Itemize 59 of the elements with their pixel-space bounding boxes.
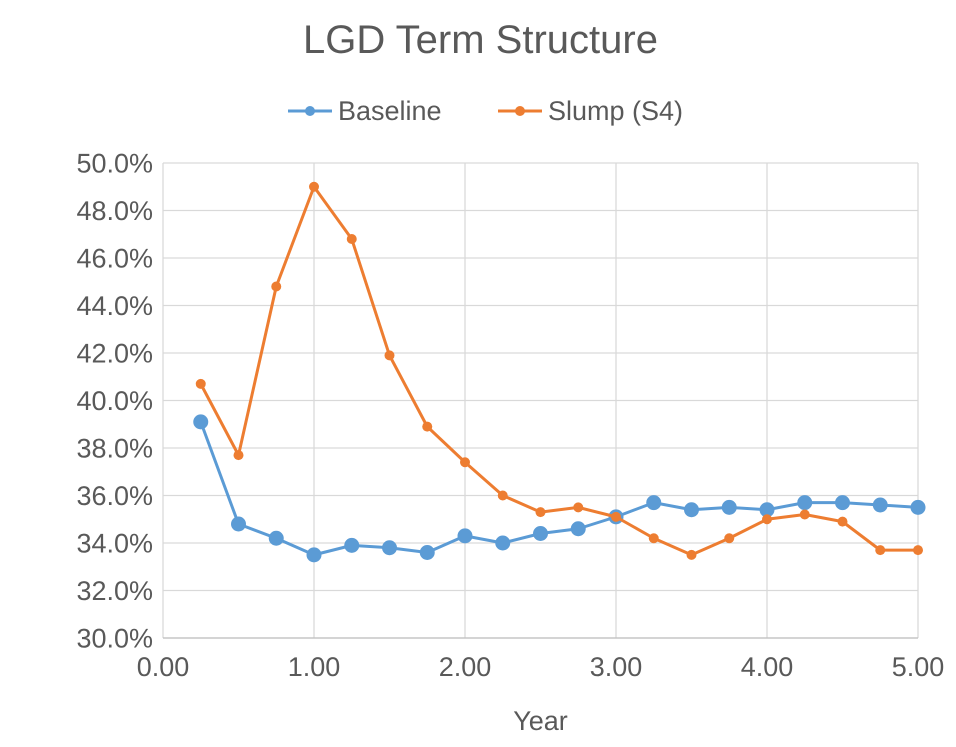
point bbox=[495, 536, 510, 550]
x-tick-label: 1.00 bbox=[288, 652, 340, 682]
point bbox=[420, 545, 435, 560]
point bbox=[684, 502, 699, 518]
point bbox=[268, 530, 284, 546]
point bbox=[271, 282, 282, 292]
x-tick-label: 5.00 bbox=[892, 652, 944, 682]
x-tick-label: 2.00 bbox=[438, 652, 492, 682]
point bbox=[382, 540, 397, 556]
x-tick-label: 3.00 bbox=[590, 652, 642, 682]
point bbox=[536, 507, 546, 518]
x-tick-label: 4.00 bbox=[740, 652, 794, 682]
point bbox=[797, 495, 812, 510]
point bbox=[648, 533, 659, 544]
point bbox=[196, 378, 206, 389]
point bbox=[762, 514, 772, 524]
point bbox=[533, 526, 548, 541]
point bbox=[570, 521, 586, 536]
point bbox=[835, 495, 850, 510]
point bbox=[460, 457, 470, 468]
point bbox=[422, 422, 432, 432]
point bbox=[760, 502, 774, 518]
point bbox=[344, 538, 360, 553]
y-tick-label: 36.0% bbox=[76, 480, 153, 511]
point bbox=[910, 500, 926, 515]
point bbox=[384, 350, 394, 360]
point bbox=[309, 182, 319, 192]
point bbox=[498, 490, 508, 500]
point bbox=[234, 450, 244, 460]
y-tick-label: 50.0% bbox=[76, 148, 153, 178]
y-tick-label: 48.0% bbox=[76, 196, 153, 226]
y-tick-label: 46.0% bbox=[76, 243, 153, 274]
legend-label: Slump (S4) bbox=[548, 96, 684, 126]
legend-label: Baseline bbox=[338, 96, 442, 126]
point bbox=[872, 498, 888, 512]
x-tick-label: 0.00 bbox=[136, 652, 190, 682]
point bbox=[346, 234, 357, 244]
point bbox=[724, 533, 734, 544]
point bbox=[458, 528, 472, 544]
point bbox=[306, 547, 322, 562]
point bbox=[722, 500, 737, 515]
point bbox=[838, 516, 848, 527]
y-tick-label: 34.0% bbox=[76, 528, 153, 558]
y-tick-label: 30.0% bbox=[76, 623, 153, 654]
point bbox=[913, 545, 923, 556]
y-tick-label: 44.0% bbox=[76, 290, 153, 321]
y-tick-label: 32.0% bbox=[76, 576, 153, 606]
y-tick-label: 40.0% bbox=[76, 386, 153, 416]
chart-title: LGD Term Structure bbox=[303, 18, 658, 62]
y-tick-label: 38.0% bbox=[76, 433, 153, 464]
point bbox=[800, 510, 810, 520]
x-axis-title: Year bbox=[513, 706, 568, 736]
point bbox=[646, 495, 662, 510]
point bbox=[573, 502, 584, 512]
point bbox=[193, 414, 208, 430]
point bbox=[686, 550, 696, 560]
point bbox=[875, 545, 886, 556]
y-tick-label: 42.0% bbox=[76, 338, 153, 368]
point bbox=[231, 516, 246, 532]
